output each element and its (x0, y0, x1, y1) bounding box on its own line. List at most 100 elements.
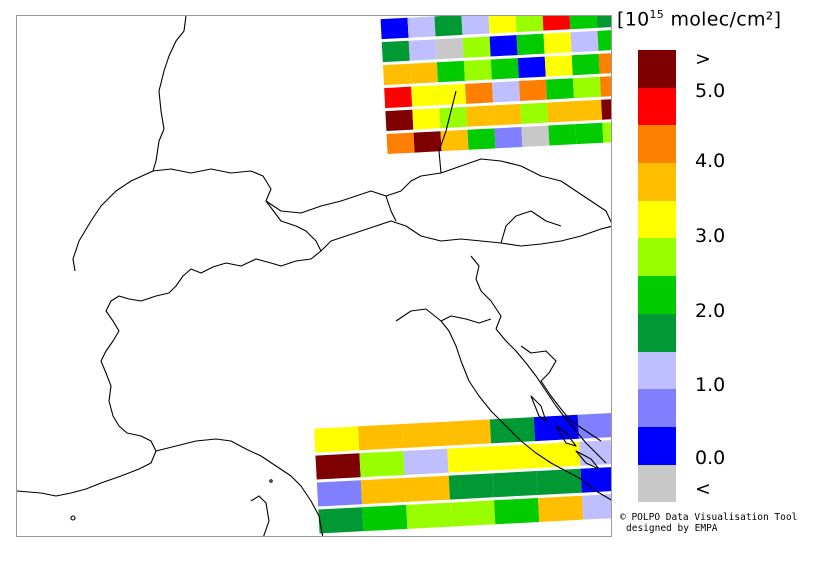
swath-pixel (448, 473, 494, 500)
swath-pixel (581, 493, 611, 520)
swath-pixel (385, 109, 414, 132)
swath-pixel (315, 453, 361, 480)
swath-pixel (542, 16, 571, 31)
swath-pixel (401, 421, 448, 448)
swath-pixel (386, 132, 415, 155)
swath-pixel (404, 475, 450, 502)
swath-pixel (463, 59, 492, 81)
swath-pixel (489, 417, 536, 444)
swath-pixel (517, 56, 546, 79)
swath-pixel (518, 79, 547, 102)
swath-pixel (406, 502, 452, 529)
swath-pixel (543, 32, 572, 54)
swath-pixel (439, 106, 468, 129)
swath-pixel (575, 122, 604, 145)
swath-pixel (580, 466, 611, 493)
legend-swatch (638, 389, 676, 427)
legend-label: 4.0 (695, 150, 726, 172)
legend-label: < (695, 478, 711, 500)
swath-pixel (569, 16, 598, 30)
swath-pixel (318, 507, 364, 534)
swath-pixel (572, 76, 601, 99)
swath-pixel (447, 446, 493, 473)
legend-swatch (638, 200, 676, 239)
swath-pixel (537, 495, 584, 522)
swath-pixel (381, 40, 410, 63)
swath-pixel (599, 75, 611, 97)
swath-pixel (467, 128, 496, 150)
legend-swatch (638, 238, 676, 277)
legend-label: 3.0 (695, 225, 726, 247)
swath-pixel (466, 105, 495, 127)
swath-pixel (408, 39, 437, 61)
swath-pixel (601, 98, 611, 120)
legend-swatch (638, 464, 676, 503)
satellite-swath-south (314, 412, 611, 534)
swath-pixel (492, 81, 521, 103)
swath-pixel (492, 471, 538, 498)
swath-pixel (409, 62, 438, 84)
swath-pixel (434, 16, 463, 37)
swath-pixel (548, 124, 577, 146)
map-canvas (17, 16, 611, 536)
swath-pixel (598, 52, 611, 74)
legend-title: [1015 molec/cm²] (617, 8, 782, 31)
swath-pixel (535, 441, 581, 469)
country-borders (17, 16, 611, 536)
swath-pixel (462, 36, 491, 58)
swath-pixel (461, 16, 490, 35)
credit-line-1: © POLPO Data Visualisation Tool (620, 512, 798, 523)
swath-pixel (533, 414, 579, 442)
legend-swatch (638, 50, 676, 88)
legend-label: 1.0 (695, 374, 726, 396)
legend-label: > (695, 48, 711, 70)
swath-pixel (547, 101, 576, 123)
swath-pixel (597, 29, 611, 51)
swath-pixel (494, 497, 540, 525)
swath-pixel (412, 108, 441, 130)
swath-pixel (491, 444, 537, 471)
swath-pixel (521, 125, 550, 147)
swath-pixel (494, 126, 523, 149)
swath-pixel (577, 412, 611, 439)
legend-swatch (638, 313, 676, 352)
swath-pixel (490, 58, 519, 80)
swath-pixel (435, 37, 464, 60)
swath-pixel (536, 468, 582, 495)
swath-pixel (544, 55, 573, 77)
swath-pixel (407, 16, 436, 38)
swath-pixel (574, 99, 603, 122)
swath-pixel (493, 104, 522, 126)
swath-pixel (384, 86, 413, 109)
swath-pixel (515, 16, 544, 33)
swath-pixel (411, 85, 440, 107)
credit-line-2: designed by EMPA (626, 523, 718, 534)
swath-pixel (316, 480, 363, 507)
legend-swatch (638, 351, 676, 390)
swath-pixel (516, 33, 545, 56)
swath-pixel (545, 78, 574, 100)
legend-swatch (638, 276, 676, 314)
color-scale-bar (638, 50, 676, 503)
swath-pixel (602, 121, 611, 143)
swath-pixel (440, 129, 469, 152)
legend-label: 0.0 (695, 447, 726, 469)
credit-text: © POLPO Data Visualisation Tool designed… (620, 512, 797, 534)
swath-pixel (359, 450, 405, 478)
swath-pixel (438, 83, 467, 106)
swath-pixel (571, 53, 600, 76)
swath-pixel (488, 16, 517, 34)
swath-pixel (362, 504, 408, 532)
swath-pixel (520, 102, 549, 124)
swath-pixel (380, 17, 409, 40)
swath-pixel (314, 426, 360, 453)
swath-pixel (382, 63, 411, 86)
legend-label: 2.0 (695, 300, 726, 322)
legend-label: 5.0 (695, 80, 726, 102)
swath-pixel (360, 477, 407, 505)
legend-swatch (638, 87, 676, 126)
legend-swatch (638, 163, 676, 201)
swath-pixel (450, 500, 496, 527)
swath-pixel (436, 60, 465, 83)
swath-pixel (357, 424, 404, 451)
